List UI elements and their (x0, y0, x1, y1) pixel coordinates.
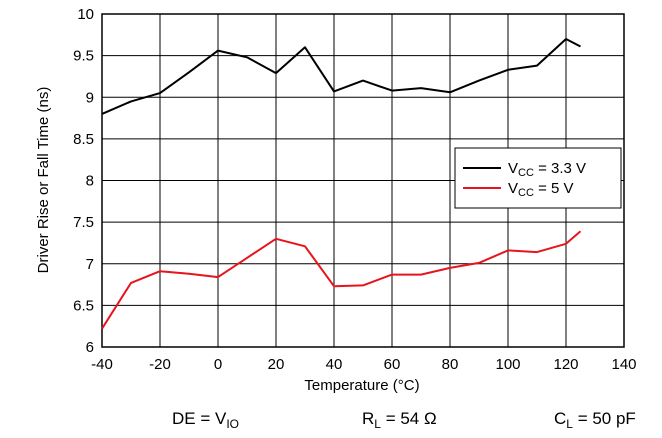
series-line-vcc-3v3 (101, 38, 581, 115)
x-tick-label: 140 (611, 356, 636, 373)
condition-de: DE = VIO (172, 409, 239, 431)
condition-rl: RL = 54 Ω (362, 409, 437, 431)
x-tick-label: 20 (268, 356, 285, 373)
legend-entry-vcc-3v3: VCC = 3.3 V (508, 160, 586, 179)
test-conditions: DE = VIO RL = 54 Ω CL = 50 pF (172, 409, 636, 431)
y-tick-label: 9 (86, 89, 94, 106)
condition-rl-sub: L (374, 417, 381, 431)
y-tick-label: 7 (86, 256, 94, 273)
x-tick-label: 40 (326, 356, 343, 373)
legend-entry-vcc-3v3-main: V (508, 160, 518, 177)
legend-entry-vcc-5v-rest: = 5 V (534, 180, 574, 197)
y-tick-label: 8 (86, 173, 94, 190)
x-tick-label: -20 (149, 356, 171, 373)
y-tick-label: 7.5 (73, 214, 94, 231)
condition-cl: CL = 50 pF (554, 409, 636, 431)
legend: VCC = 3.3 V VCC = 5 V (454, 147, 622, 209)
condition-cl-rest: = 50 pF (573, 409, 636, 428)
y-tick-label: 6 (86, 339, 94, 356)
condition-cl-main: C (554, 409, 566, 428)
legend-box (454, 147, 622, 209)
x-tick-label: 80 (442, 356, 459, 373)
y-tick-label: 9.5 (73, 48, 94, 65)
y-tick-label: 10 (77, 6, 94, 23)
x-tick-label: 100 (495, 356, 520, 373)
x-tick-label: 120 (553, 356, 578, 373)
y-axis-label: Driver Rise or Fall Time (ns) (35, 87, 52, 274)
plot-frame (101, 13, 625, 348)
legend-entry-vcc-5v-sub: CC (518, 187, 534, 199)
y-tick-labels: 6 6.5 7 7.5 8 8.5 9 9.5 10 (73, 6, 94, 356)
legend-entry-vcc-3v3-sub: CC (518, 167, 534, 179)
series-line-vcc-5v (101, 230, 582, 330)
condition-cl-sub: L (566, 417, 573, 431)
legend-entry-vcc-3v3-rest: = 3.3 V (534, 160, 586, 177)
condition-de-sub: IO (226, 417, 239, 431)
condition-de-main: DE = V (172, 409, 227, 428)
condition-rl-main: R (362, 409, 374, 428)
x-tick-label: 60 (384, 356, 401, 373)
condition-rl-rest: = 54 Ω (381, 409, 437, 428)
y-tick-label: 6.5 (73, 297, 94, 314)
legend-entry-vcc-5v: VCC = 5 V (508, 180, 574, 199)
legend-entry-vcc-5v-main: V (508, 180, 518, 197)
y-tick-label: 8.5 (73, 131, 94, 148)
x-tick-labels: -40 -20 0 20 40 60 80 100 120 140 (91, 356, 636, 373)
x-axis-label: Temperature (°C) (304, 377, 419, 394)
x-tick-label: -40 (91, 356, 113, 373)
x-tick-label: 0 (214, 356, 222, 373)
series-group (101, 38, 582, 330)
